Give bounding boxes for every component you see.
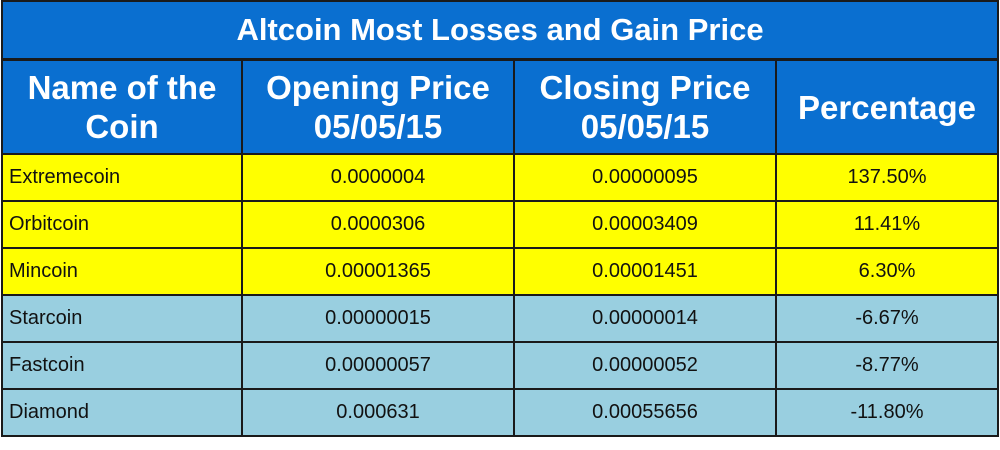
coin-name-cell: Orbitcoin: [1, 200, 243, 249]
opening-price-cell: 0.000631: [241, 388, 515, 437]
table-title: Altcoin Most Losses and Gain Price: [1, 0, 999, 61]
header-opening-line-1: Opening Price: [266, 69, 490, 106]
percentage-cell: 11.41%: [775, 200, 999, 249]
table-row: Diamond 0.000631 0.00055656 -11.80%: [1, 388, 999, 437]
opening-price-cell: 0.00001365: [241, 247, 515, 296]
closing-price-cell: 0.00055656: [513, 388, 777, 437]
coin-name-cell: Starcoin: [1, 294, 243, 343]
header-name-line-1: Name of the: [27, 69, 217, 106]
header-opening-line-2: 05/05/15: [313, 108, 443, 145]
header-opening: Opening Price 05/05/15: [241, 58, 515, 155]
coin-name-cell: Diamond: [1, 388, 243, 437]
percentage-cell: -6.67%: [775, 294, 999, 343]
opening-price-cell: 0.00000015: [241, 294, 515, 343]
closing-price-cell: 0.00000014: [513, 294, 777, 343]
opening-price-cell: 0.0000004: [241, 153, 515, 202]
closing-price-cell: 0.00001451: [513, 247, 777, 296]
closing-price-cell: 0.00000052: [513, 341, 777, 390]
opening-price-cell: 0.0000306: [241, 200, 515, 249]
percentage-cell: -11.80%: [775, 388, 999, 437]
header-closing-line-1: Closing Price: [539, 69, 751, 106]
table-row: Starcoin 0.00000015 0.00000014 -6.67%: [1, 294, 999, 343]
percentage-cell: 6.30%: [775, 247, 999, 296]
coin-name-cell: Extremecoin: [1, 153, 243, 202]
percentage-cell: -8.77%: [775, 341, 999, 390]
header-percentage-line-1: Percentage: [798, 88, 976, 126]
coin-name-cell: Fastcoin: [1, 341, 243, 390]
table-row: Extremecoin 0.0000004 0.00000095 137.50%: [1, 153, 999, 202]
table-row: Mincoin 0.00001365 0.00001451 6.30%: [1, 247, 999, 296]
closing-price-cell: 0.00003409: [513, 200, 777, 249]
header-name-line-2: Coin: [85, 108, 159, 145]
table-row: Fastcoin 0.00000057 0.00000052 -8.77%: [1, 341, 999, 390]
table-row: Orbitcoin 0.0000306 0.00003409 11.41%: [1, 200, 999, 249]
header-closing-line-2: 05/05/15: [580, 108, 710, 145]
percentage-cell: 137.50%: [775, 153, 999, 202]
closing-price-cell: 0.00000095: [513, 153, 777, 202]
header-name: Name of the Coin: [1, 58, 243, 155]
altcoin-table: Altcoin Most Losses and Gain Price Name …: [1, 0, 999, 437]
header-percentage: Percentage: [775, 58, 999, 155]
header-row: Name of the Coin Opening Price 05/05/15 …: [1, 58, 999, 155]
header-closing: Closing Price 05/05/15: [513, 58, 777, 155]
opening-price-cell: 0.00000057: [241, 341, 515, 390]
coin-name-cell: Mincoin: [1, 247, 243, 296]
